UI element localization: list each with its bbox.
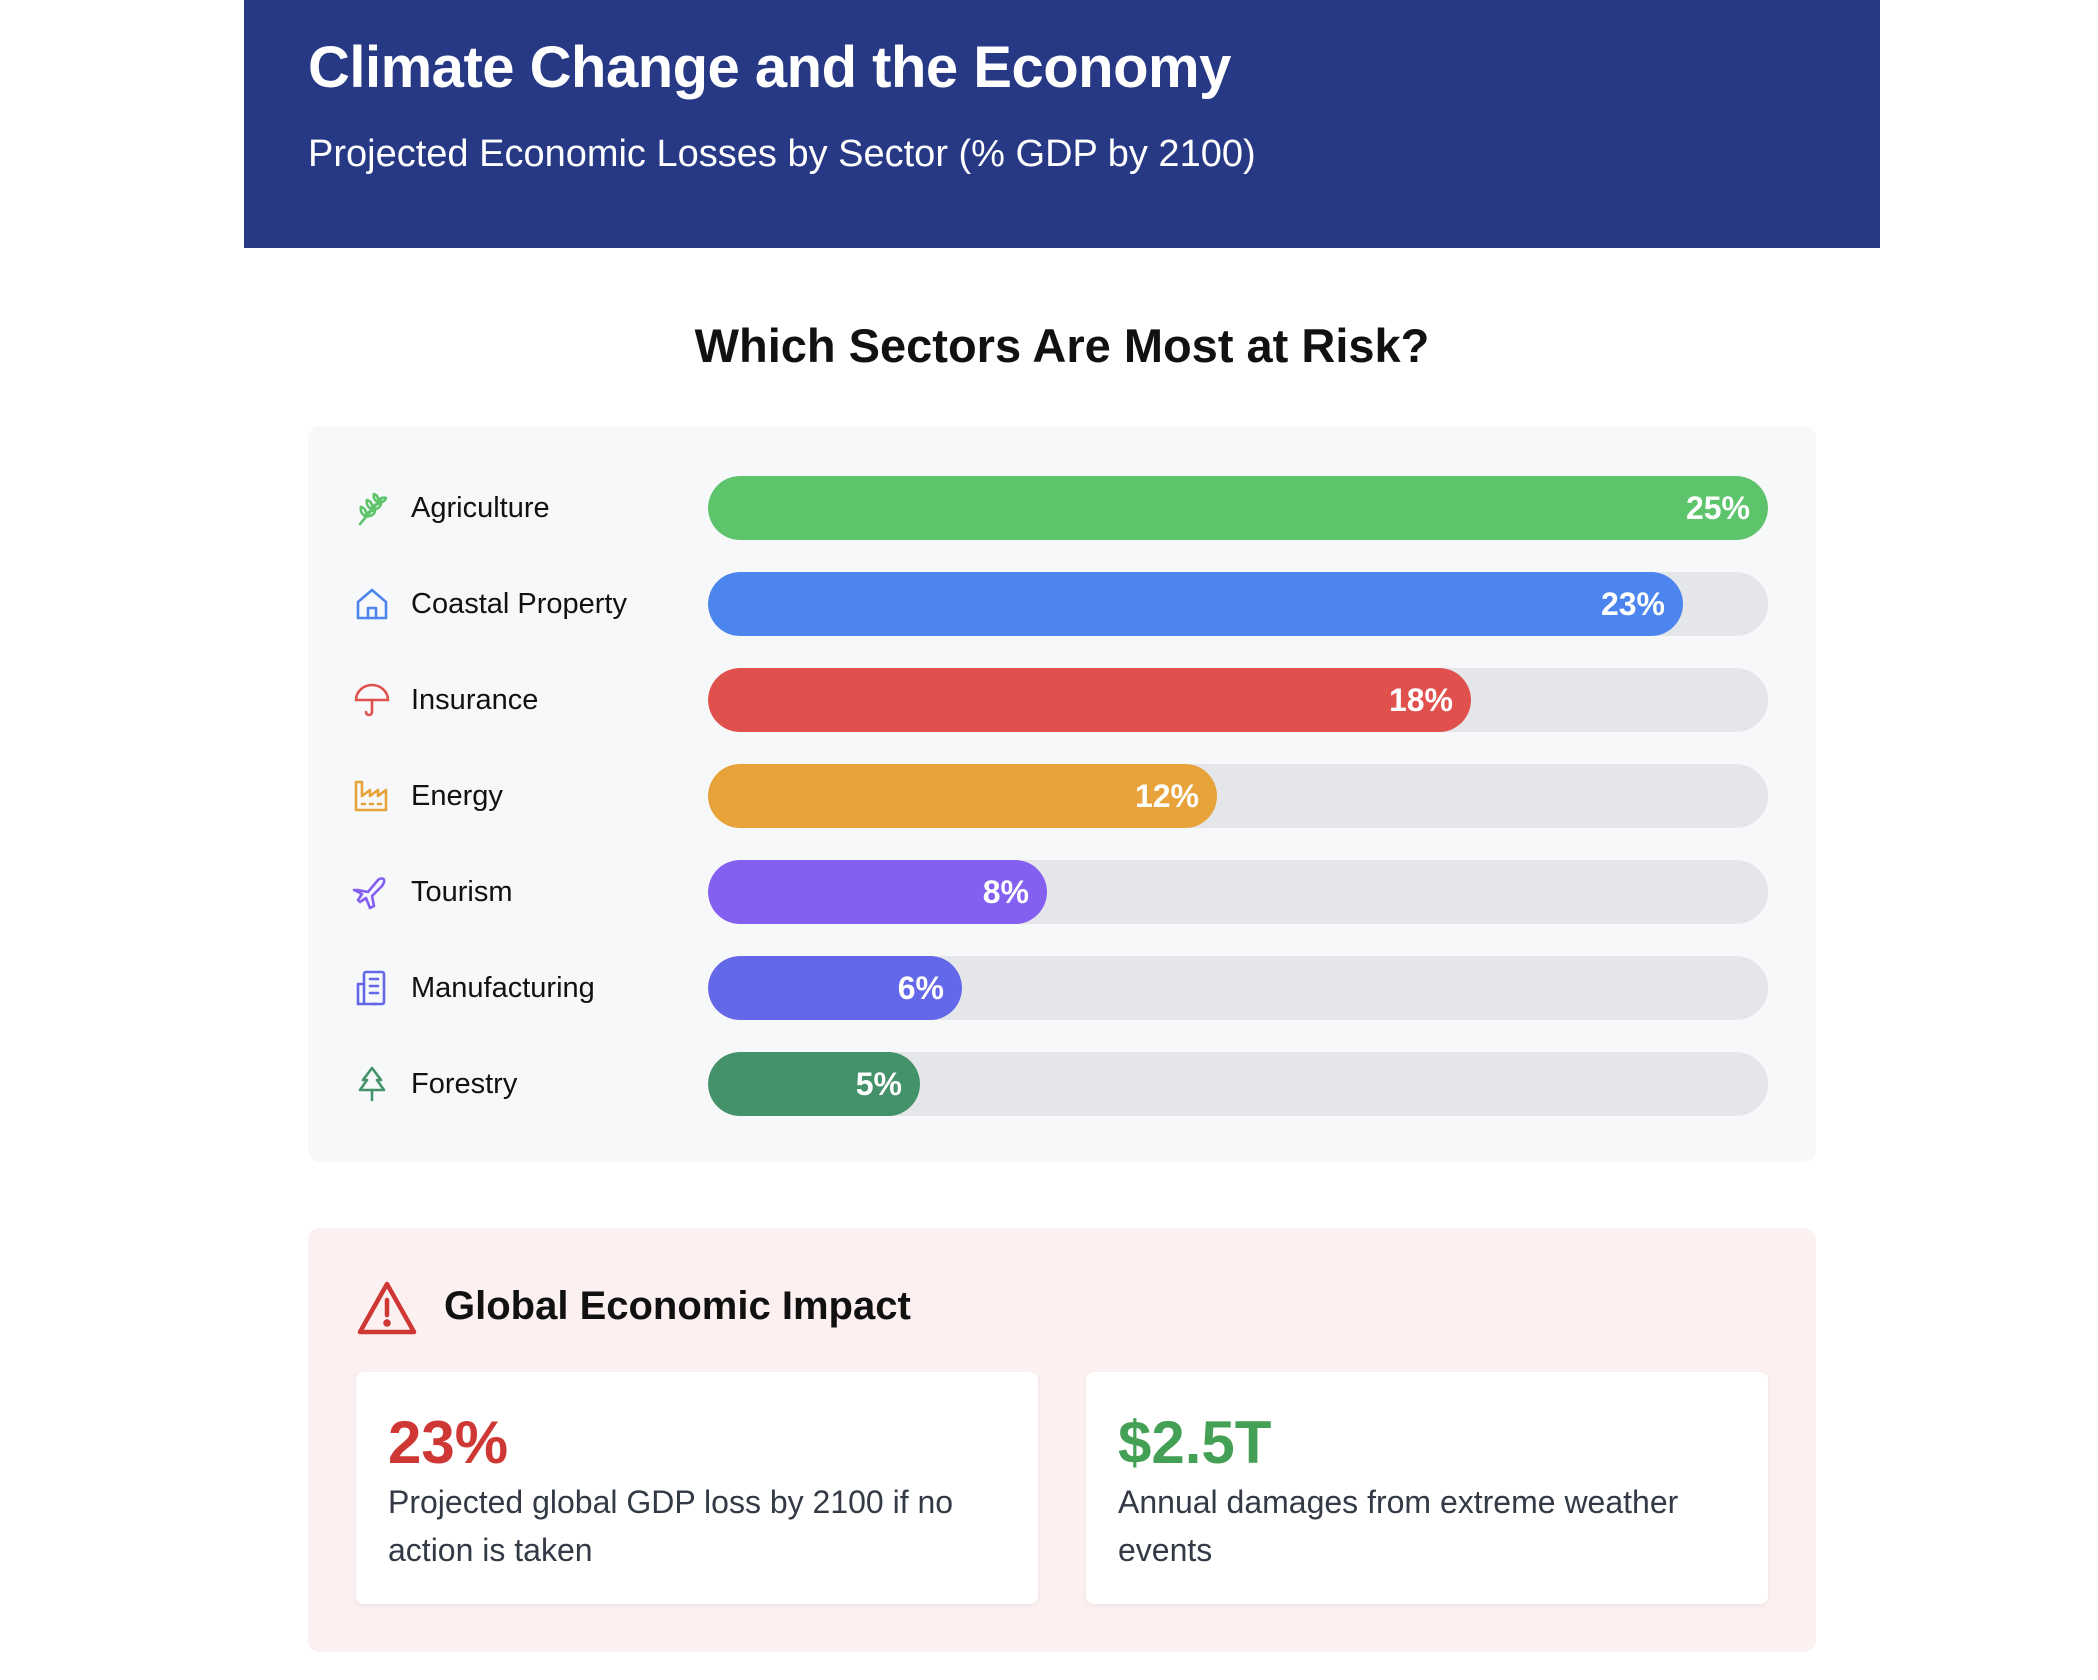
header-banner: Climate Change and the Economy Projected… xyxy=(244,0,1880,248)
warning-icon xyxy=(356,1280,418,1336)
plane-icon xyxy=(352,872,392,912)
bar: 8% xyxy=(708,860,1047,924)
stat-value: $2.5T xyxy=(1118,1409,1272,1476)
bar-track: 5% xyxy=(708,1052,1768,1116)
page-subtitle: Projected Economic Losses by Sector (% G… xyxy=(308,133,1256,175)
sector-bar-chart: Agriculture 25% Coastal Property 23% Insuran… xyxy=(308,426,1816,1162)
umbrella-icon xyxy=(352,680,392,720)
chart-section-title: Which Sectors Are Most at Risk? xyxy=(694,319,1430,372)
chart-row: Tourism 8% xyxy=(308,860,1816,924)
bar-value-label: 23% xyxy=(1600,586,1665,622)
category-label: Coastal Property xyxy=(411,588,627,620)
impact-title: Global Economic Impact xyxy=(444,1284,911,1328)
page: Climate Change and the Economy Projected… xyxy=(244,0,1880,1680)
bar-value-label: 12% xyxy=(1134,778,1199,814)
chart-row: Forestry 5% xyxy=(308,1052,1816,1116)
category-label: Manufacturing xyxy=(411,972,595,1004)
bar: 6% xyxy=(708,956,962,1020)
category-label: Forestry xyxy=(411,1068,518,1100)
bar-value-label: 8% xyxy=(982,874,1029,910)
stat-card-gdp-loss: 23% Projected global GDP loss by 2100 if… xyxy=(356,1372,1038,1604)
category-label: Insurance xyxy=(411,684,539,716)
impact-panel: Global Economic Impact 23% Projected glo… xyxy=(308,1228,1816,1652)
chart-row: Agriculture 25% xyxy=(308,476,1816,540)
building-icon xyxy=(352,968,392,1008)
stat-card-annual-damages: $2.5T Annual damages from extreme weathe… xyxy=(1086,1372,1768,1604)
chart-row: Insurance 18% xyxy=(308,668,1816,732)
category-label: Agriculture xyxy=(411,492,550,524)
house-icon xyxy=(352,584,392,624)
bar-value-label: 18% xyxy=(1388,682,1453,718)
bar: 25% xyxy=(708,476,1768,540)
category-label: Tourism xyxy=(411,876,513,908)
bar-track: 18% xyxy=(708,668,1768,732)
bar-value-label: 5% xyxy=(855,1066,902,1102)
chart-row: Manufacturing 6% xyxy=(308,956,1816,1020)
wheat-icon xyxy=(352,488,392,528)
bar-track: 6% xyxy=(708,956,1768,1020)
chart-row: Energy 12% xyxy=(308,764,1816,828)
bar-value-label: 25% xyxy=(1685,490,1750,526)
stat-description: Projected global GDP loss by 2100 if no … xyxy=(388,1484,954,1568)
stat-description: Annual damages from extreme weather even… xyxy=(1118,1484,1679,1568)
chart-row: Coastal Property 23% xyxy=(308,572,1816,636)
tree-icon xyxy=(352,1064,392,1104)
bar-track: 8% xyxy=(708,860,1768,924)
bar: 23% xyxy=(708,572,1683,636)
bar: 5% xyxy=(708,1052,920,1116)
category-label: Energy xyxy=(411,780,503,812)
bar-track: 25% xyxy=(708,476,1768,540)
bar-track: 23% xyxy=(708,572,1768,636)
bar: 18% xyxy=(708,668,1471,732)
bar-track: 12% xyxy=(708,764,1768,828)
factory-icon xyxy=(352,776,392,816)
page-title: Climate Change and the Economy xyxy=(308,35,1231,100)
bar-value-label: 6% xyxy=(897,970,944,1006)
stat-value: 23% xyxy=(388,1409,509,1476)
bar: 12% xyxy=(708,764,1217,828)
